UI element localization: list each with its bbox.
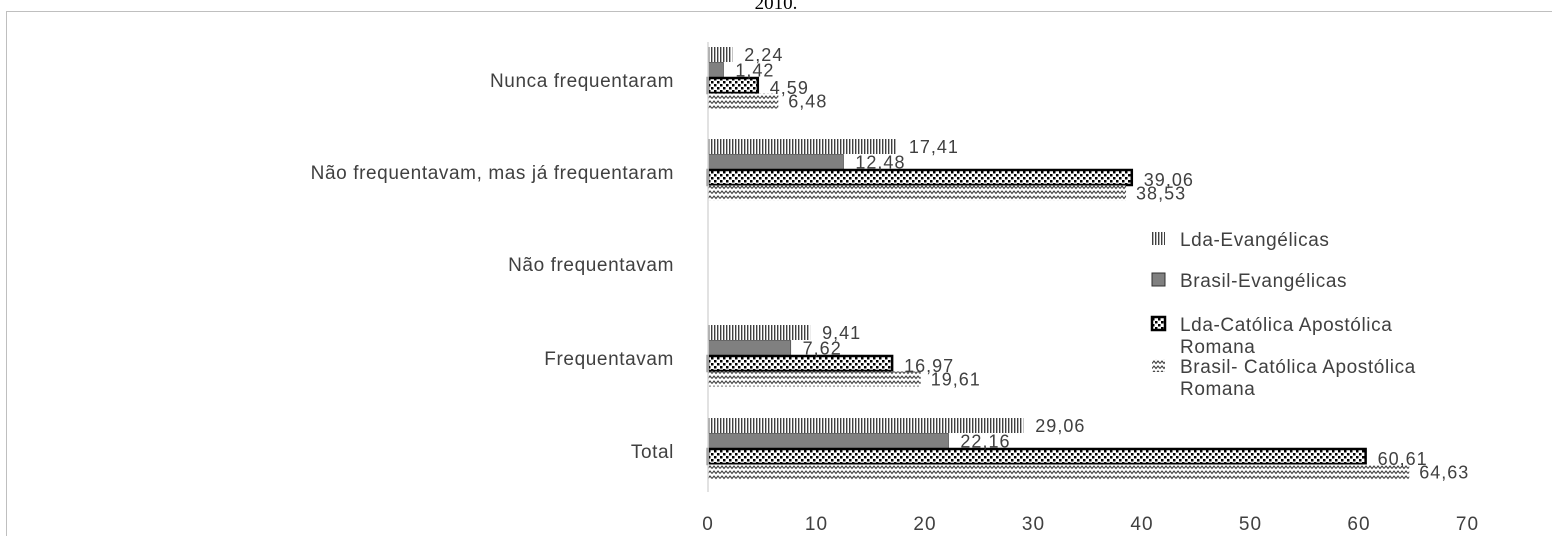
bars <box>706 47 1410 480</box>
bar-2-1 <box>706 168 1134 187</box>
legend-label-1-0: Brasil-Evangélicas <box>1180 271 1347 292</box>
data-label-2-1: 39,06 <box>1144 170 1194 190</box>
legend-label-2-1: Romana <box>1180 337 1255 358</box>
data-label-3-4: 64,63 <box>1419 463 1469 483</box>
data-label-3-1: 38,53 <box>1136 184 1186 204</box>
x-tick-0: 0 <box>702 514 714 535</box>
bar-2-4 <box>706 447 1367 466</box>
legend-swatch-3 <box>1152 359 1165 372</box>
category-label-4: Total <box>631 442 674 463</box>
x-tick-70: 70 <box>1456 514 1479 535</box>
category-label-3: Frequentavam <box>544 349 674 370</box>
category-label-2: Não frequentavam <box>508 255 674 276</box>
category-labels: Nunca frequentaram Não frequentavam, mas … <box>311 71 674 463</box>
data-label-0-4: 29,06 <box>1035 416 1085 436</box>
x-axis-ticks: 0 10 20 30 40 50 60 70 <box>702 514 1479 535</box>
bar-3-0 <box>708 93 779 109</box>
bar-1-3 <box>707 340 792 356</box>
bar-0-3 <box>708 325 811 340</box>
bar-3-3 <box>708 371 921 387</box>
legend-label-2-0: Lda-Católica Apostólica <box>1180 315 1392 336</box>
legend-label-3-0: Brasil- Católica Apostólica <box>1180 357 1416 378</box>
legend-label-0-0: Lda-Evangélicas <box>1180 230 1329 251</box>
legend: Lda-Evangélicas Brasil-Evangélicas Lda-Cat… <box>1150 230 1416 400</box>
bar-1-4 <box>707 433 949 449</box>
bar-1-0 <box>707 62 724 78</box>
x-tick-40: 40 <box>1130 514 1153 535</box>
data-label-1-3: 7,62 <box>803 339 842 359</box>
bar-1-1 <box>707 154 844 170</box>
legend-swatch-1 <box>1151 272 1166 287</box>
bar-0-4 <box>708 418 1024 433</box>
chart-frame <box>6 11 1552 536</box>
data-label-2-0: 4,59 <box>770 78 809 98</box>
x-tick-10: 10 <box>805 514 828 535</box>
data-label-1-4: 22,16 <box>960 432 1010 452</box>
bar-0-1 <box>708 139 897 154</box>
legend-swatch-2 <box>1150 315 1167 332</box>
data-label-1-0: 1,42 <box>735 61 774 81</box>
data-label-0-1: 17,41 <box>909 137 959 157</box>
category-label-1: Não frequentavam, mas já frequentaram <box>311 163 674 184</box>
data-label-3-3: 19,61 <box>931 370 981 390</box>
data-label-2-3: 16,97 <box>904 356 954 376</box>
x-tick-60: 60 <box>1347 514 1370 535</box>
legend-swatch-0 <box>1152 232 1165 245</box>
data-label-0-0: 2,24 <box>744 45 783 65</box>
bar-3-4 <box>708 464 1410 480</box>
bar-2-3 <box>706 354 894 373</box>
data-label-3-0: 6,48 <box>788 92 827 112</box>
x-tick-20: 20 <box>913 514 936 535</box>
x-tick-50: 50 <box>1239 514 1262 535</box>
legend-label-3-1: Romana <box>1180 379 1255 400</box>
bar-0-0 <box>708 47 733 62</box>
category-label-0: Nunca frequentaram <box>490 71 674 92</box>
bar-3-1 <box>708 185 1127 201</box>
x-tick-30: 30 <box>1022 514 1045 535</box>
data-label-0-3: 9,41 <box>822 323 861 343</box>
data-label-1-1: 12,48 <box>855 153 905 173</box>
chart-title-fragment: 2010. <box>755 0 798 14</box>
data-label-2-4: 60,61 <box>1378 449 1428 469</box>
